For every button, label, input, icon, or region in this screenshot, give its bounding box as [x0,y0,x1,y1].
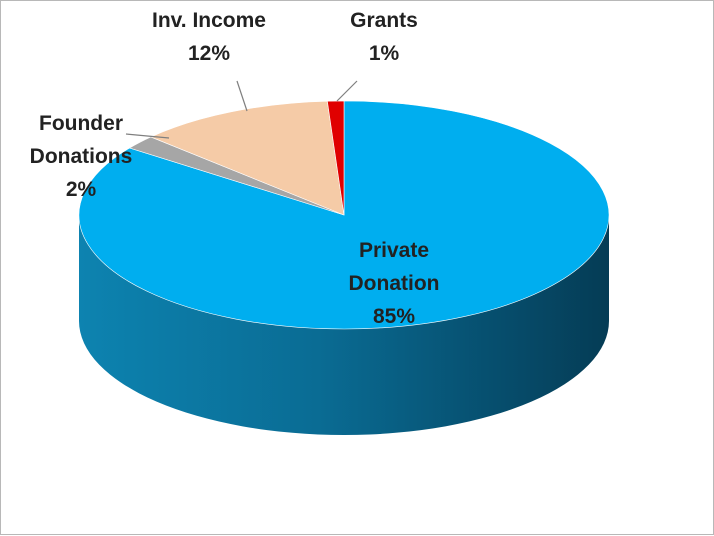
leader-line-2 [236,80,248,112]
slice-label-0: Private Donation 85% [349,239,440,328]
slice-label-2: Inv. Income 12% [152,9,266,65]
leader-line-1 [125,133,170,139]
slice-label-3: Grants 1% [350,9,418,65]
pie-slice-3 [327,100,345,216]
pie-slice-2 [150,100,345,216]
slice-label-1: Founder Donations 2% [30,112,133,201]
leader-line-3 [336,80,358,102]
pie-side-0 [79,215,609,435]
